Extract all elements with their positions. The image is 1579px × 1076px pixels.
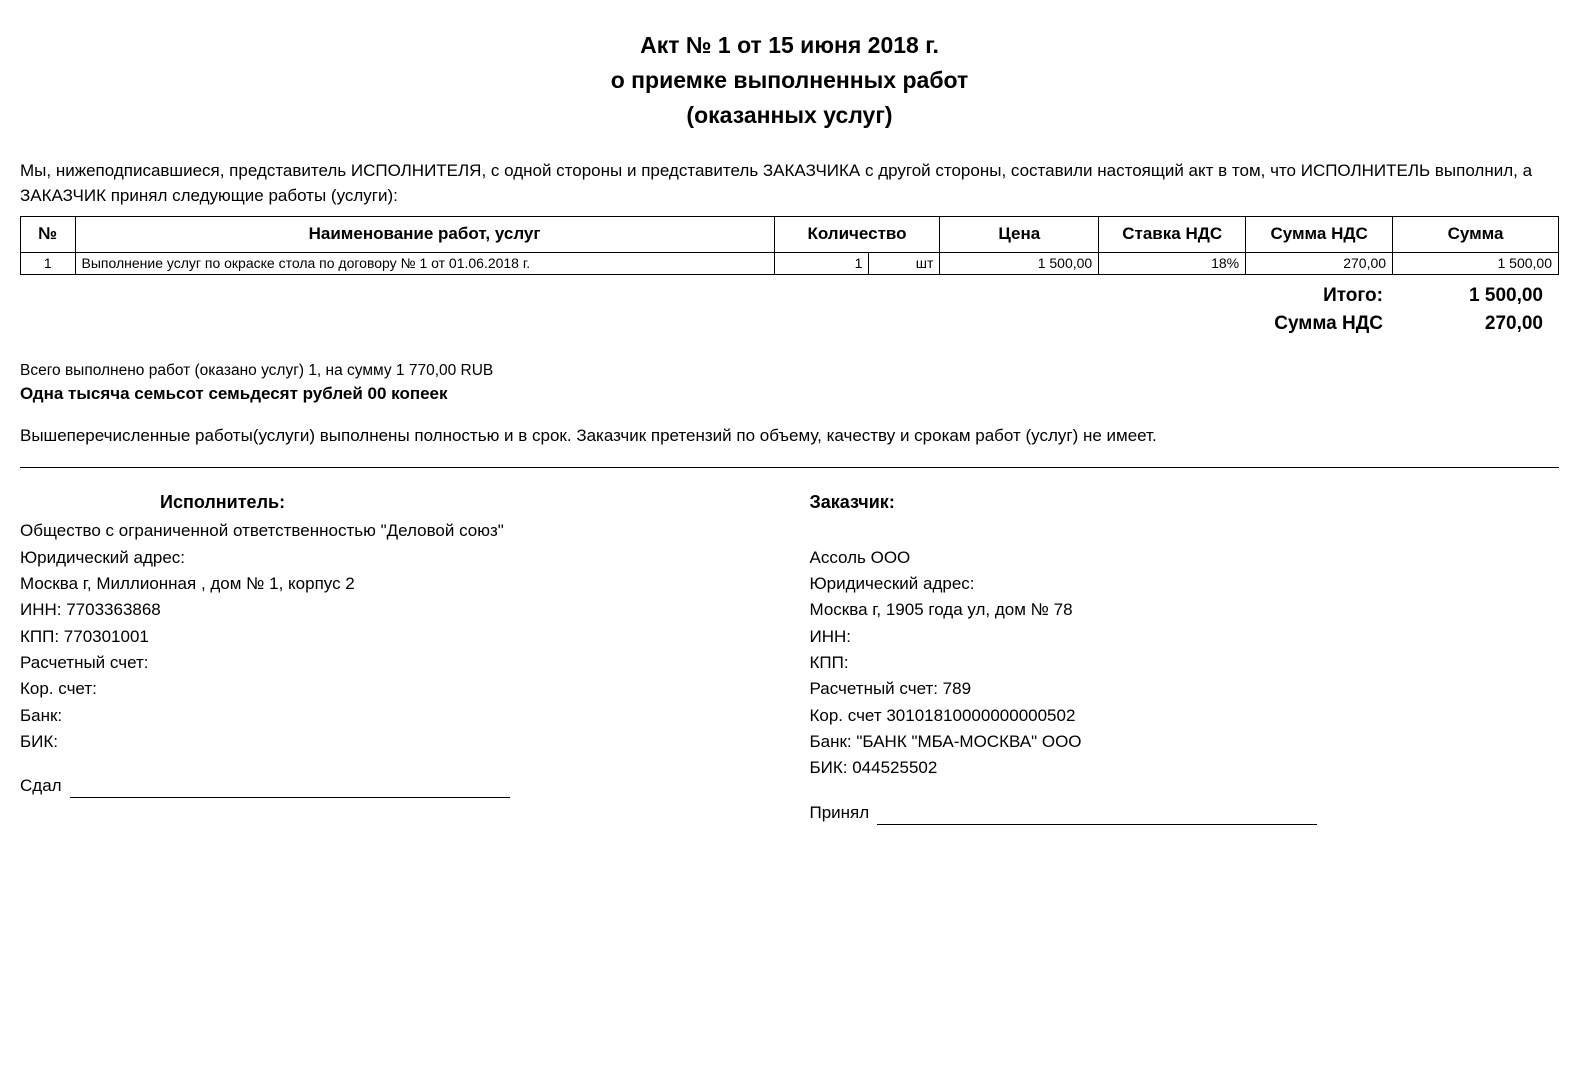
executor-inn: ИНН: 7703363868 bbox=[20, 597, 770, 623]
customer-name: Ассоль ООО bbox=[810, 545, 1560, 571]
document-title: Акт № 1 от 15 июня 2018 г. bbox=[20, 30, 1559, 61]
vat-total-value: 270,00 bbox=[1423, 311, 1543, 337]
totals-block: Итого: 1 500,00 Сумма НДС 270,00 bbox=[20, 283, 1559, 336]
cell-qty: 1 bbox=[774, 253, 869, 275]
cell-vatsum: 270,00 bbox=[1246, 253, 1393, 275]
col-name-header: Наименование работ, услуг bbox=[75, 217, 774, 253]
parties-block: Исполнитель: Общество с ограниченной отв… bbox=[20, 490, 1559, 825]
summary-line-2: Одна тысяча семьсот семьдесят рублей 00 … bbox=[20, 383, 1559, 406]
executor-sign-row: Сдал bbox=[20, 775, 770, 798]
col-sum-header: Сумма bbox=[1393, 217, 1559, 253]
executor-header: Исполнитель: bbox=[20, 490, 770, 514]
separator-line bbox=[20, 467, 1559, 468]
customer-sign-line bbox=[877, 806, 1317, 825]
col-price-header: Цена bbox=[940, 217, 1099, 253]
executor-bank: Банк: bbox=[20, 703, 770, 729]
executor-kpp: КПП: 770301001 bbox=[20, 624, 770, 650]
customer-kor: Кор. счет 30101810000000000502 bbox=[810, 703, 1560, 729]
customer-addr-label: Юридический адрес: bbox=[810, 571, 1560, 597]
executor-block: Исполнитель: Общество с ограниченной отв… bbox=[20, 490, 770, 825]
customer-addr: Москва г, 1905 года ул, дом № 78 bbox=[810, 597, 1560, 623]
cell-price: 1 500,00 bbox=[940, 253, 1099, 275]
executor-sign-line bbox=[70, 780, 510, 799]
table-row: 1 Выполнение услуг по окраске стола по д… bbox=[21, 253, 1559, 275]
cell-name: Выполнение услуг по окраске стола по дог… bbox=[75, 253, 774, 275]
customer-bik: БИК: 044525502 bbox=[810, 755, 1560, 781]
cell-num: 1 bbox=[21, 253, 76, 275]
customer-sign-row: Принял bbox=[810, 802, 1560, 825]
customer-bank: Банк: "БАНК "МБА-МОСКВА" ООО bbox=[810, 729, 1560, 755]
closing-paragraph: Вышеперечисленные работы(услуги) выполне… bbox=[20, 424, 1559, 449]
cell-unit: шт bbox=[869, 253, 940, 275]
cell-total: 1 500,00 bbox=[1393, 253, 1559, 275]
vat-total-label: Сумма НДС bbox=[1243, 311, 1383, 337]
itogo-value: 1 500,00 bbox=[1423, 283, 1543, 309]
executor-kor: Кор. счет: bbox=[20, 676, 770, 702]
executor-addr-label: Юридический адрес: bbox=[20, 545, 770, 571]
executor-account: Расчетный счет: bbox=[20, 650, 770, 676]
document-subtitle-1: о приемке выполненных работ bbox=[20, 65, 1559, 96]
itogo-label: Итого: bbox=[1243, 283, 1383, 309]
summary-line-1: Всего выполнено работ (оказано услуг) 1,… bbox=[20, 361, 1559, 382]
customer-sign-label: Принял bbox=[810, 802, 870, 825]
executor-sign-label: Сдал bbox=[20, 775, 62, 798]
customer-inn: ИНН: bbox=[810, 624, 1560, 650]
customer-account: Расчетный счет: 789 bbox=[810, 676, 1560, 702]
customer-spacer bbox=[810, 518, 1560, 544]
document-subtitle-2: (оказанных услуг) bbox=[20, 100, 1559, 131]
services-table: № Наименование работ, услуг Количество Ц… bbox=[20, 216, 1559, 275]
customer-block: Заказчик: Ассоль ООО Юридический адрес: … bbox=[810, 490, 1560, 825]
customer-kpp: КПП: bbox=[810, 650, 1560, 676]
col-vatrate-header: Ставка НДС bbox=[1099, 217, 1246, 253]
customer-header: Заказчик: bbox=[810, 490, 1560, 514]
executor-name: Общество с ограниченной ответственностью… bbox=[20, 518, 770, 544]
cell-vatrate: 18% bbox=[1099, 253, 1246, 275]
col-qty-header: Количество bbox=[774, 217, 940, 253]
executor-addr: Москва г, Миллионная , дом № 1, корпус 2 bbox=[20, 571, 770, 597]
col-vatsum-header: Сумма НДС bbox=[1246, 217, 1393, 253]
executor-bik: БИК: bbox=[20, 729, 770, 755]
table-header-row: № Наименование работ, услуг Количество Ц… bbox=[21, 217, 1559, 253]
intro-paragraph: Мы, нижеподписавшиеся, представитель ИСП… bbox=[20, 159, 1559, 208]
col-number-header: № bbox=[21, 217, 76, 253]
